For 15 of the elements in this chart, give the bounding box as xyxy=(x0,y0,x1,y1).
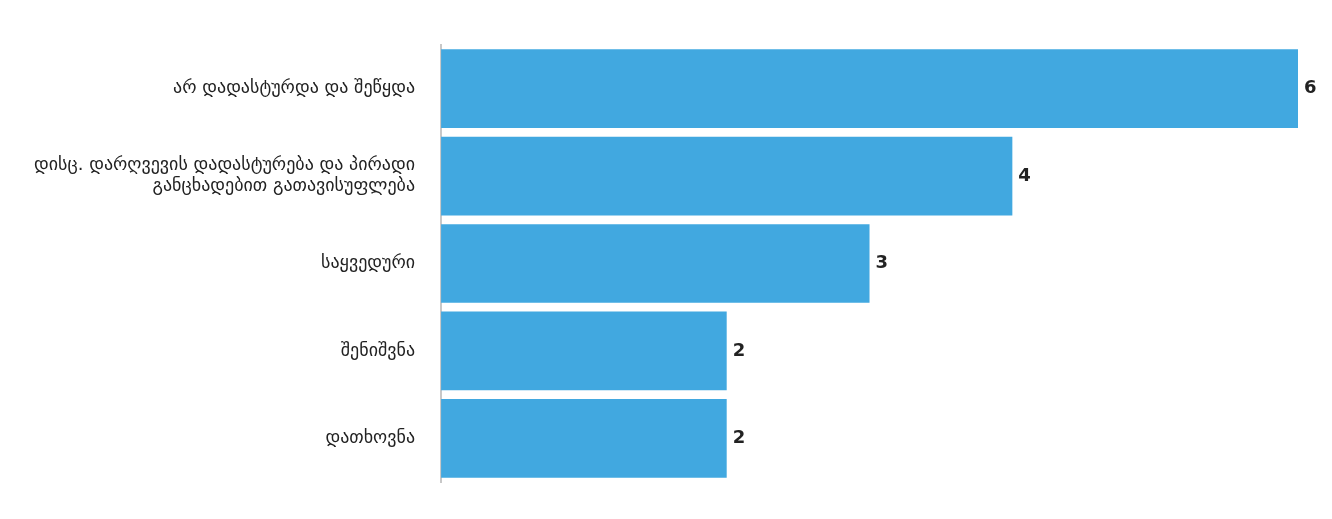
bar xyxy=(441,311,727,391)
data-label: 2 xyxy=(732,426,746,448)
data-label: 3 xyxy=(875,251,889,273)
data-label: 2 xyxy=(732,338,746,360)
y-tick-label: საყვედური xyxy=(321,251,416,273)
bar xyxy=(441,136,1013,216)
bar xyxy=(441,224,870,303)
y-tick-label: დისც. დარღვევის დადასტურება და პირადი განცხადებით გათავისუფლება xyxy=(33,152,416,196)
y-tick-label: არ დადასტურდა და შეწყდა xyxy=(173,76,416,98)
data-label: 6 xyxy=(1304,76,1317,98)
y-tick-label: დათხოვნა xyxy=(325,426,416,448)
y-tick-label: შენიშვნა xyxy=(340,338,416,360)
bar xyxy=(441,49,1298,128)
data-label: 4 xyxy=(1018,163,1031,185)
bar xyxy=(441,399,727,478)
